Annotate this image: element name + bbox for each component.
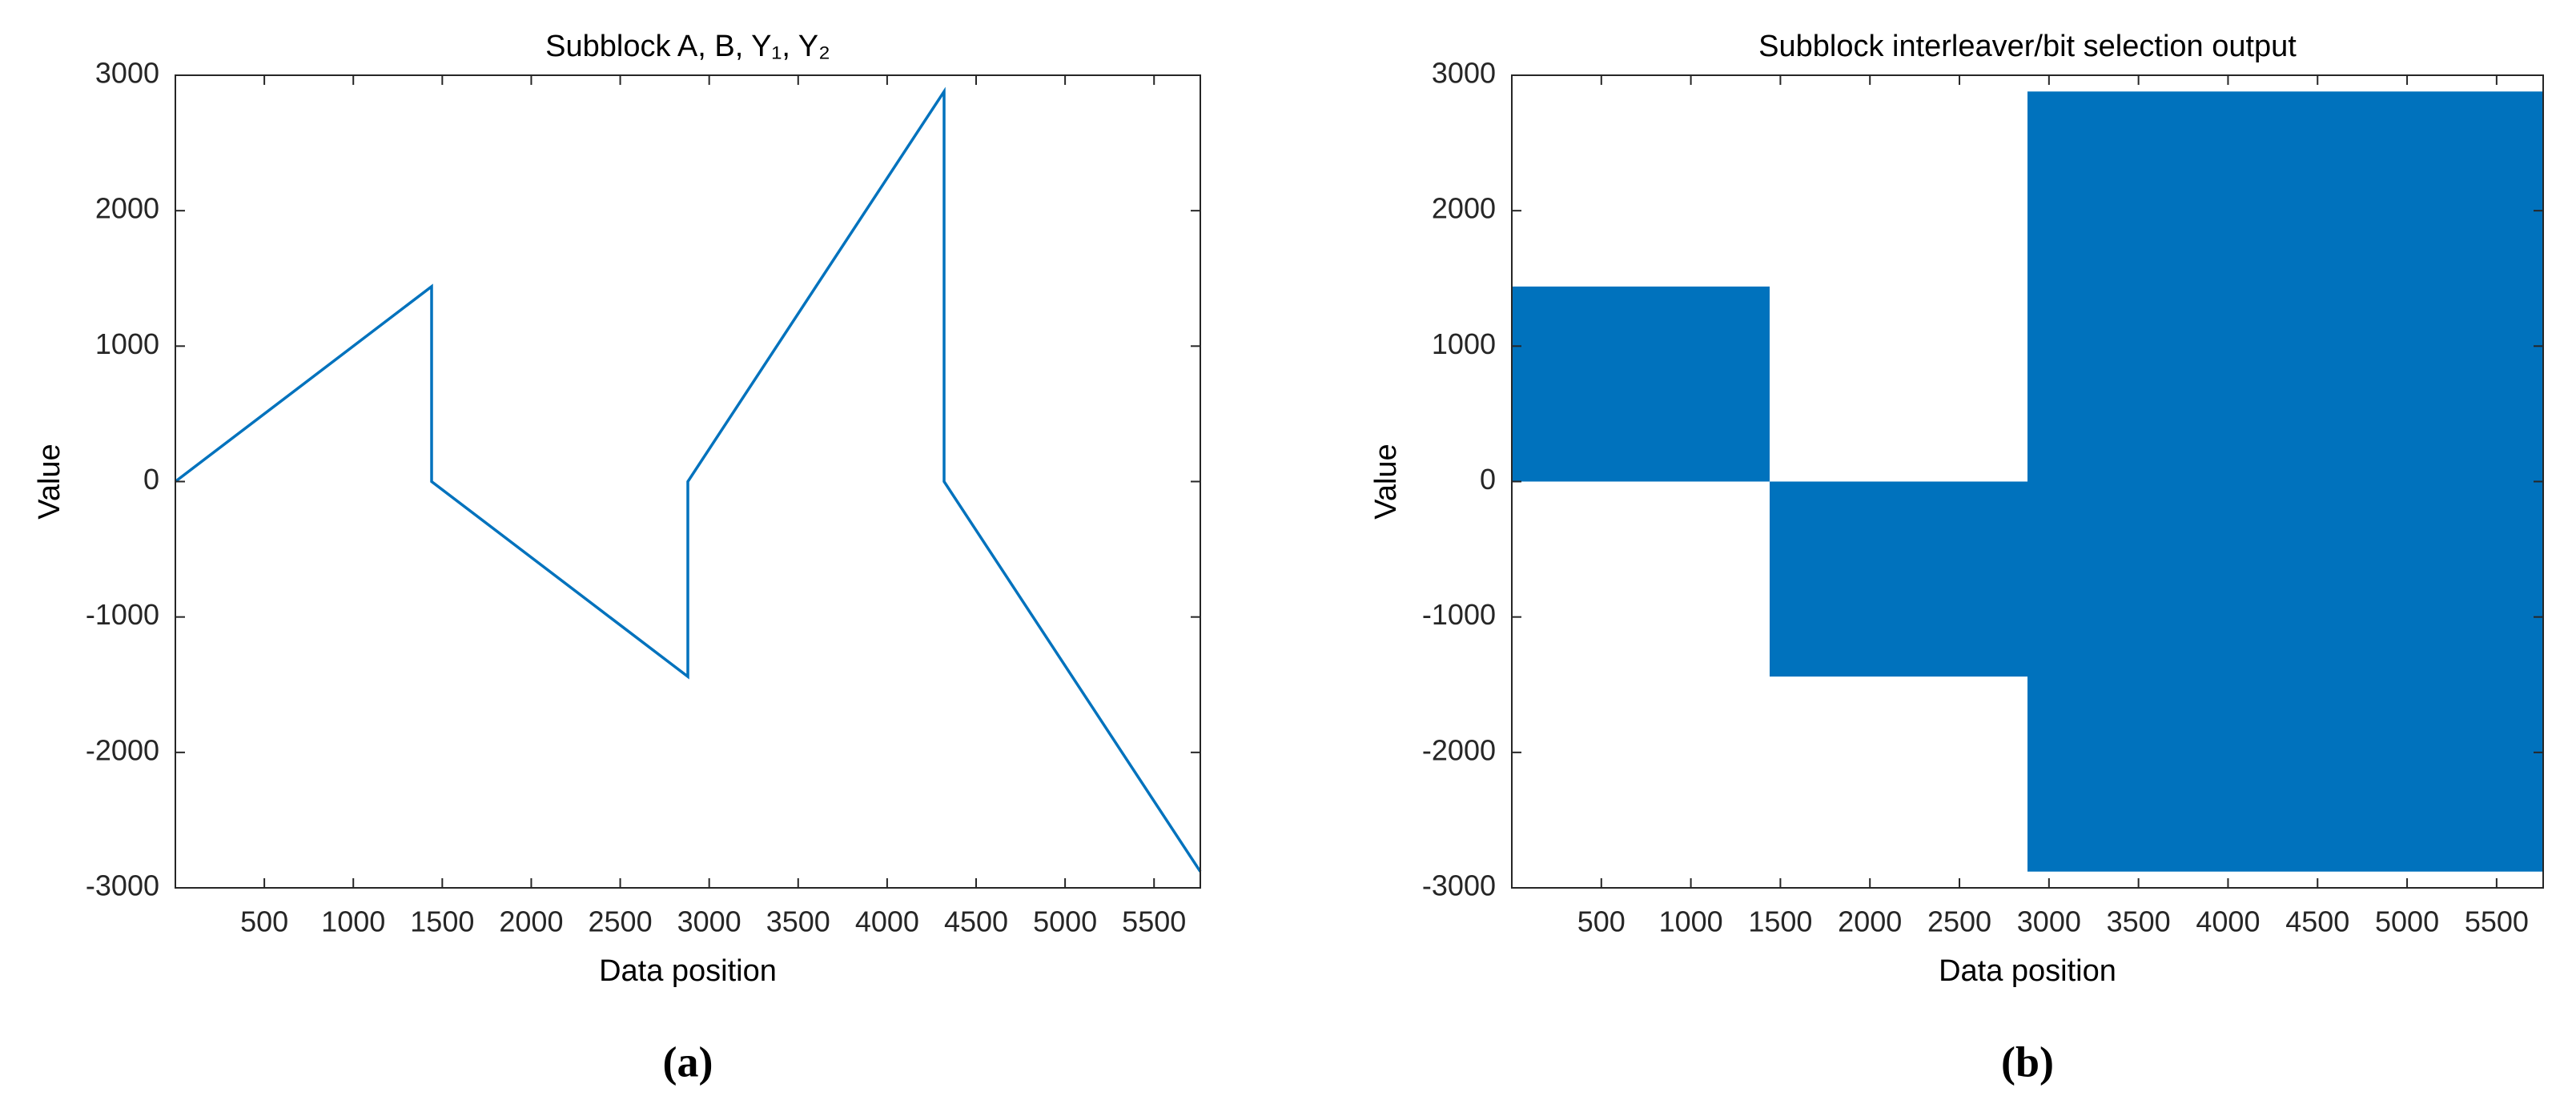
- x-tick-label: 5500: [2465, 905, 2529, 938]
- x-tick-label: 5500: [1122, 905, 1186, 938]
- y-tick-label: 2000: [95, 192, 159, 225]
- y-tick-label: 3000: [1432, 57, 1496, 90]
- x-tick-label: 5000: [2375, 905, 2439, 938]
- x-tick-label: 4000: [2196, 905, 2260, 938]
- x-tick-label: 1000: [1659, 905, 1723, 938]
- signal-band: [2027, 91, 2543, 872]
- panel-caption: (b): [2001, 1038, 2054, 1086]
- x-tick-label: 3500: [2107, 905, 2171, 938]
- y-tick-label: 3000: [95, 57, 159, 90]
- x-tick-label: 3500: [766, 905, 830, 938]
- y-tick-label: -2000: [1422, 733, 1496, 766]
- x-tick-label: 3000: [677, 905, 741, 938]
- x-tick-label: 2500: [1927, 905, 1991, 938]
- x-tick-label: 3000: [2017, 905, 2081, 938]
- y-tick-label: 0: [143, 463, 159, 496]
- x-tick-label: 500: [1577, 905, 1626, 938]
- y-tick-label: 0: [1480, 463, 1496, 496]
- data-line: [174, 86, 1202, 873]
- chart-title: Subblock A, B, Y₁, Y₂: [545, 30, 830, 63]
- x-axis-label: Data position: [1939, 954, 2116, 988]
- signal-band: [1512, 286, 1770, 482]
- y-axis-label: Value: [1369, 444, 1403, 519]
- y-tick-label: -3000: [1422, 869, 1496, 902]
- y-tick-label: 2000: [1432, 192, 1496, 225]
- x-tick-label: 5000: [1033, 905, 1097, 938]
- signal-band: [1770, 481, 2027, 677]
- x-tick-label: 1000: [321, 905, 385, 938]
- panel-caption: (a): [663, 1038, 713, 1086]
- x-axis-label: Data position: [599, 954, 777, 988]
- y-tick-label: 1000: [95, 327, 159, 360]
- x-tick-label: 2500: [589, 905, 653, 938]
- y-tick-label: -1000: [1422, 598, 1496, 631]
- y-tick-label: -1000: [86, 598, 159, 631]
- x-tick-label: 1500: [1748, 905, 1812, 938]
- x-tick-label: 4000: [855, 905, 919, 938]
- x-tick-label: 1500: [410, 905, 474, 938]
- chart-title: Subblock interleaver/bit selection outpu…: [1758, 30, 2297, 63]
- y-axis-label: Value: [33, 444, 66, 519]
- x-tick-label: 4500: [2285, 905, 2349, 938]
- x-tick-label: 2000: [1838, 905, 1902, 938]
- y-tick-label: 1000: [1432, 327, 1496, 360]
- x-tick-label: 2000: [499, 905, 563, 938]
- y-tick-label: -3000: [86, 869, 159, 902]
- x-tick-label: 4500: [944, 905, 1008, 938]
- y-tick-label: -2000: [86, 733, 159, 766]
- x-tick-label: 500: [240, 905, 288, 938]
